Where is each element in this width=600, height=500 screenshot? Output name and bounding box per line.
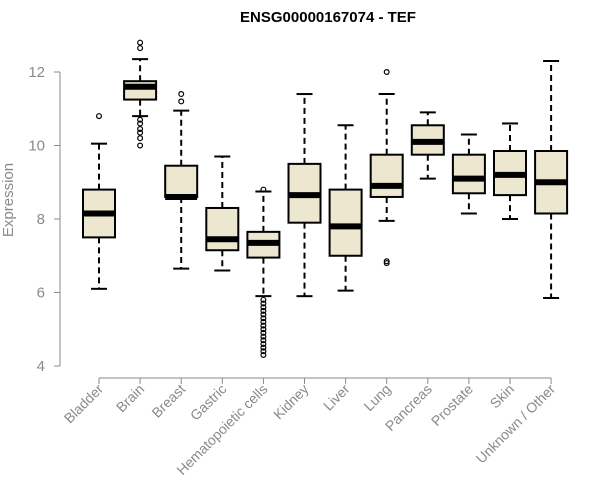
outlier-point xyxy=(260,311,267,318)
outlier-point xyxy=(260,351,267,358)
outlier-point xyxy=(260,307,267,314)
box-skin xyxy=(493,122,527,220)
outlier-point xyxy=(260,186,267,193)
y-axis-ticks: 4 6 8 10 12 xyxy=(28,64,60,375)
box-hematopoietic-cells xyxy=(246,186,281,358)
y-tick-label: 4 xyxy=(37,358,45,375)
iqr-box xyxy=(451,153,486,195)
x-tick-label: Kidney xyxy=(270,381,312,423)
box-kidney xyxy=(287,93,322,298)
outlier-point xyxy=(260,300,267,307)
outlier-point xyxy=(137,116,144,123)
outlier-point xyxy=(260,337,267,344)
outlier-point xyxy=(260,304,267,311)
outlier-point xyxy=(137,129,144,136)
outlier-point xyxy=(260,318,267,325)
y-tick-label: 8 xyxy=(37,211,45,228)
x-tick-label: Prostate xyxy=(428,381,476,429)
outlier-point xyxy=(178,98,185,105)
outlier-point xyxy=(137,125,144,132)
iqr-box xyxy=(328,188,363,257)
outlier-point xyxy=(137,39,144,46)
y-tick-label: 6 xyxy=(37,285,45,302)
box-liver xyxy=(328,124,363,292)
outlier-point xyxy=(260,329,267,336)
box-brain xyxy=(123,39,158,149)
y-axis-label: Expression xyxy=(0,163,17,237)
outlier-point xyxy=(383,68,390,75)
outlier-point xyxy=(260,326,267,333)
outlier-point xyxy=(260,322,267,329)
box-breast xyxy=(164,91,199,270)
y-tick-label: 10 xyxy=(28,138,45,155)
y-tick-label: 12 xyxy=(28,64,45,81)
x-tick-label: Skin xyxy=(487,381,518,412)
outlier-point xyxy=(137,120,144,127)
box-pancreas xyxy=(410,111,445,180)
iqr-box xyxy=(164,164,199,198)
chart-title: ENSG00000167074 - TEF xyxy=(240,9,416,26)
x-tick-label: Lung xyxy=(360,381,393,414)
outlier-point xyxy=(95,113,102,120)
x-tick-label: Brain xyxy=(113,381,147,415)
outlier-point xyxy=(383,258,390,265)
iqr-box xyxy=(205,206,240,252)
outlier-point xyxy=(260,344,267,351)
box-unknown-other xyxy=(534,59,569,300)
box-lung xyxy=(369,68,404,267)
outlier-point xyxy=(178,91,185,98)
x-tick-label: Bladder xyxy=(61,381,107,427)
boxes-group xyxy=(82,39,569,358)
outlier-point xyxy=(137,142,144,149)
outlier-point xyxy=(260,296,267,303)
outlier-point xyxy=(260,340,267,347)
box-prostate xyxy=(451,133,486,215)
x-tick-label: Breast xyxy=(148,381,188,421)
iqr-box xyxy=(369,153,404,198)
outlier-point xyxy=(383,260,390,267)
outlier-point xyxy=(260,348,267,355)
outlier-point xyxy=(137,45,144,52)
outlier-point xyxy=(260,333,267,340)
box-bladder xyxy=(82,113,116,290)
box-gastric xyxy=(205,155,240,272)
outlier-point xyxy=(137,135,144,142)
x-tick-label: Liver xyxy=(320,381,353,414)
outlier-point xyxy=(260,315,267,322)
